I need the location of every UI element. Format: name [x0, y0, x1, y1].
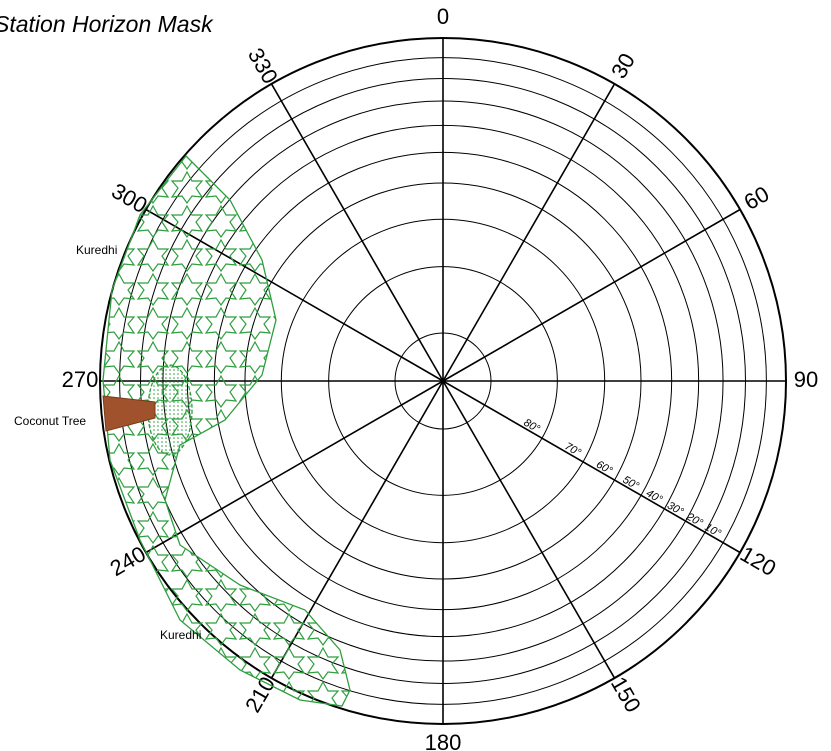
azimuth-spoke	[145, 380, 444, 554]
azimuth-label: 180	[425, 730, 462, 751]
title: Station Horizon Mask	[0, 11, 214, 37]
azimuth-spoke	[442, 83, 616, 382]
azimuth-spoke	[442, 208, 741, 382]
coconut-tree-obstruction	[102, 395, 156, 432]
azimuth-label: 60	[740, 181, 774, 215]
kuredhi-obstruction	[102, 155, 351, 707]
obstruction-label: Kuredhi	[76, 243, 117, 257]
azimuth-label: 90	[794, 367, 818, 392]
azimuth-label: 30	[606, 49, 640, 83]
azimuth-spoke	[442, 380, 616, 679]
azimuth-spoke	[270, 83, 444, 382]
azimuth-label: 0	[437, 4, 449, 29]
obstruction-label: Kuredhi	[160, 628, 201, 642]
obstruction-label: Coconut Tree	[14, 414, 86, 428]
azimuth-spoke	[442, 380, 741, 554]
azimuth-label: 270	[62, 367, 99, 392]
